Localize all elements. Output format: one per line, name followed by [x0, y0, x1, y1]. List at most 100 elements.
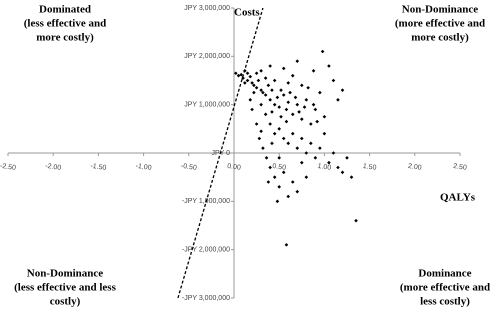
- y-axis-label: Costs: [234, 7, 260, 19]
- point: [248, 74, 253, 79]
- point: [304, 98, 309, 102]
- point: [263, 76, 268, 80]
- point: [263, 93, 268, 97]
- point: [281, 170, 286, 175]
- point: [254, 85, 259, 90]
- point: [241, 76, 245, 80]
- x-tick-label: 0.00: [227, 163, 242, 172]
- point: [234, 71, 238, 76]
- point: [252, 90, 256, 95]
- point: [284, 243, 289, 247]
- point: [295, 59, 300, 63]
- point: [277, 105, 281, 109]
- point: [297, 110, 301, 114]
- point: [266, 180, 271, 184]
- point: [327, 160, 331, 165]
- point: [300, 117, 304, 121]
- point: [318, 146, 322, 150]
- point: [354, 218, 358, 223]
- point: [248, 98, 253, 102]
- point: [264, 156, 269, 160]
- y-tick-label: -JPY 2,000,000: [182, 247, 230, 254]
- point: [286, 100, 291, 105]
- point: [281, 93, 286, 97]
- point: [286, 194, 291, 199]
- point: [331, 78, 336, 83]
- quadrant-label: less costly): [420, 296, 470, 308]
- point: [272, 175, 277, 179]
- point: [279, 88, 283, 92]
- quadrant-label: Non-Dominance: [27, 268, 104, 280]
- point: [270, 141, 274, 146]
- quadrant-label: Dominance: [418, 268, 471, 280]
- point: [295, 146, 300, 150]
- point: [290, 112, 295, 117]
- x-tick-label: -2.00: [45, 163, 62, 172]
- point: [268, 98, 272, 102]
- x-tick-label: 2.00: [408, 163, 423, 172]
- point: [313, 107, 318, 112]
- point: [318, 90, 322, 95]
- point: [295, 102, 300, 107]
- point: [261, 90, 265, 95]
- point: [259, 102, 263, 107]
- point: [311, 102, 316, 107]
- point: [272, 78, 277, 83]
- point: [309, 141, 313, 146]
- x-tick-label: -1.50: [90, 163, 107, 172]
- point: [349, 175, 354, 179]
- point: [306, 85, 310, 90]
- threshold-line: [177, 7, 264, 299]
- point: [284, 119, 289, 124]
- point: [281, 66, 286, 71]
- point: [311, 69, 316, 73]
- point: [275, 199, 280, 204]
- quadrant-label: costly): [50, 296, 81, 308]
- point: [245, 71, 250, 76]
- x-tick-label: 2.50: [453, 163, 468, 172]
- point: [277, 156, 281, 160]
- x-tick-label: 0.50: [272, 163, 287, 172]
- point: [277, 185, 281, 189]
- point: [320, 49, 325, 54]
- point: [250, 107, 254, 112]
- x-tick-label: 1.00: [317, 163, 332, 172]
- point: [313, 156, 318, 160]
- point: [245, 78, 250, 83]
- point: [345, 156, 349, 160]
- point: [300, 160, 304, 165]
- point: [309, 122, 313, 126]
- point: [268, 165, 272, 170]
- point: [284, 107, 289, 112]
- point: [270, 88, 274, 92]
- quadrant-label: (less effective and: [24, 18, 106, 30]
- y-tick-label: -JPY 3,000,000: [182, 295, 230, 302]
- point: [256, 78, 261, 83]
- point: [286, 141, 291, 146]
- point: [263, 112, 268, 117]
- point: [252, 83, 256, 88]
- point: [281, 136, 286, 141]
- y-tick-label: JPY 1,000,000: [184, 102, 230, 109]
- point: [259, 69, 263, 73]
- point: [304, 151, 309, 155]
- point: [268, 64, 272, 68]
- point: [243, 81, 247, 85]
- point: [236, 73, 241, 78]
- point: [254, 71, 259, 76]
- y-tick-label: JPY 2,000,000: [184, 53, 230, 60]
- point: [331, 151, 336, 155]
- point: [327, 64, 331, 68]
- point: [295, 189, 300, 194]
- point: [266, 83, 271, 88]
- quadrant-label: (less effective and less: [14, 282, 116, 294]
- x-tick-label: -0.50: [180, 163, 197, 172]
- point: [261, 146, 265, 150]
- point: [272, 131, 277, 136]
- point: [268, 122, 272, 126]
- point: [277, 127, 281, 131]
- point: [275, 95, 280, 100]
- point: [322, 131, 327, 136]
- point: [304, 175, 309, 179]
